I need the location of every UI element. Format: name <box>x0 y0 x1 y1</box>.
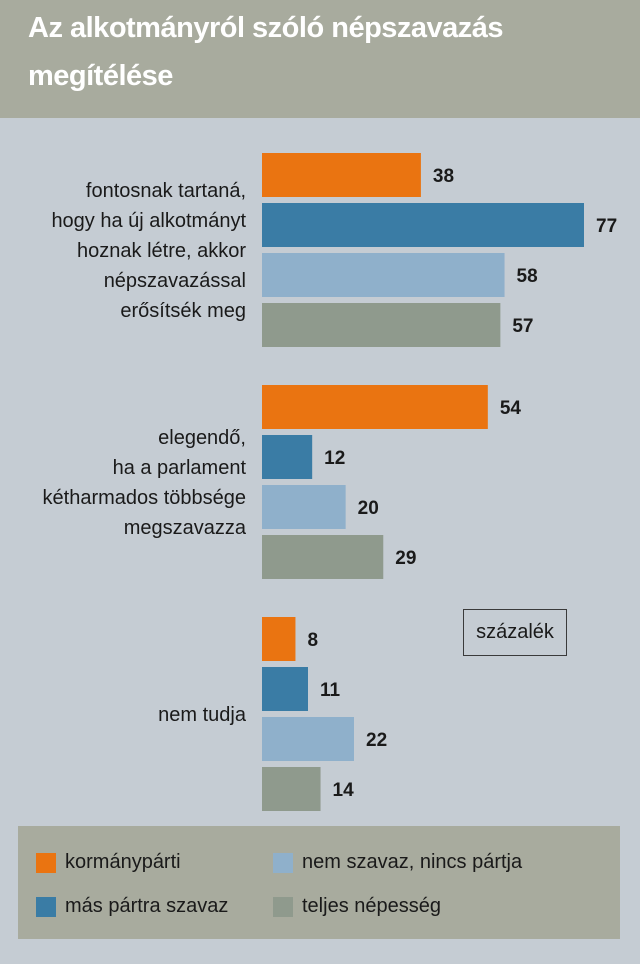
chart-title-line-1: Az alkotmányról szóló népszavazás <box>28 12 504 44</box>
bar-mas-partra-group-1 <box>262 203 584 247</box>
legend-item-mas-partra: más pártra szavaz <box>36 895 228 918</box>
legend-item-teljes: teljes népesség <box>273 895 441 918</box>
legend: kormánypárti más pártra szavaz nem szava… <box>18 826 620 939</box>
legend-swatch-kormanyparti <box>36 852 56 873</box>
value-label-teljes-group-3: 14 <box>333 780 355 801</box>
value-label-kormanyparti-group-1: 38 <box>433 166 454 187</box>
bar-kormanyparti-group-3 <box>262 617 296 661</box>
bar-teljes-group-2 <box>262 535 384 579</box>
category-label-1-line-4: népszavazással <box>104 270 246 292</box>
legend-label-teljes: teljes népesség <box>302 895 441 917</box>
unit-label: százalék <box>463 609 567 656</box>
value-label-nem-szavaz-group-3: 22 <box>366 730 387 751</box>
value-label-mas-partra-group-2: 12 <box>324 448 345 469</box>
category-label-1-line-5: erősítsék meg <box>120 300 246 322</box>
category-label-1-line-2: hogy ha új alkotmányt <box>51 210 246 232</box>
category-label-2-line-2: ha a parlament <box>113 457 247 479</box>
category-label-1-line-1: fontosnak tartaná, <box>86 180 246 202</box>
value-label-kormanyparti-group-3: 8 <box>307 630 318 651</box>
bar-nem-szavaz-group-1 <box>262 253 505 297</box>
category-label-2-line-3: kétharmados többsége <box>43 487 246 509</box>
legend-swatch-teljes <box>273 896 293 917</box>
value-label-teljes-group-2: 29 <box>395 548 416 569</box>
legend-swatch-nem-szavaz <box>273 852 293 873</box>
bar-teljes-group-1 <box>262 303 501 347</box>
bar-chart: 38 77 58 57 fontosnak tartaná, hogy ha új alk… <box>43 153 617 811</box>
title-bar: Az alkotmányról szóló népszavazás megíté… <box>0 0 640 118</box>
legend-item-kormanyparti: kormánypárti <box>36 851 181 874</box>
value-label-nem-szavaz-group-2: 20 <box>358 498 379 519</box>
category-label-2-line-4: megszavazza <box>124 517 247 539</box>
bar-mas-partra-group-3 <box>262 667 308 711</box>
legend-label-kormanyparti: kormánypárti <box>65 851 181 873</box>
legend-label-mas-partra: más pártra szavaz <box>65 895 229 917</box>
category-label-3-line-1: nem tudja <box>158 704 247 726</box>
value-label-mas-partra-group-3: 11 <box>320 680 341 701</box>
chart-title-line-2: megítélése <box>28 60 173 92</box>
value-label-kormanyparti-group-2: 54 <box>500 398 522 419</box>
value-label-teljes-group-1: 57 <box>512 316 533 337</box>
legend-swatch-mas-partra <box>36 896 56 917</box>
value-label-mas-partra-group-1: 77 <box>596 216 617 237</box>
value-label-nem-szavaz-group-1: 58 <box>517 266 538 287</box>
legend-label-nem-szavaz: nem szavaz, nincs pártja <box>302 851 523 873</box>
bar-nem-szavaz-group-2 <box>262 485 346 529</box>
legend-item-nem-szavaz: nem szavaz, nincs pártja <box>273 851 522 874</box>
bar-kormanyparti-group-1 <box>262 153 421 197</box>
bar-kormanyparti-group-2 <box>262 385 488 429</box>
bar-mas-partra-group-2 <box>262 435 313 479</box>
category-label-2-line-1: elegendő, <box>158 427 246 449</box>
bar-nem-szavaz-group-3 <box>262 717 354 761</box>
category-label-1-line-3: hoznak létre, akkor <box>77 240 246 262</box>
bar-teljes-group-3 <box>262 767 321 811</box>
